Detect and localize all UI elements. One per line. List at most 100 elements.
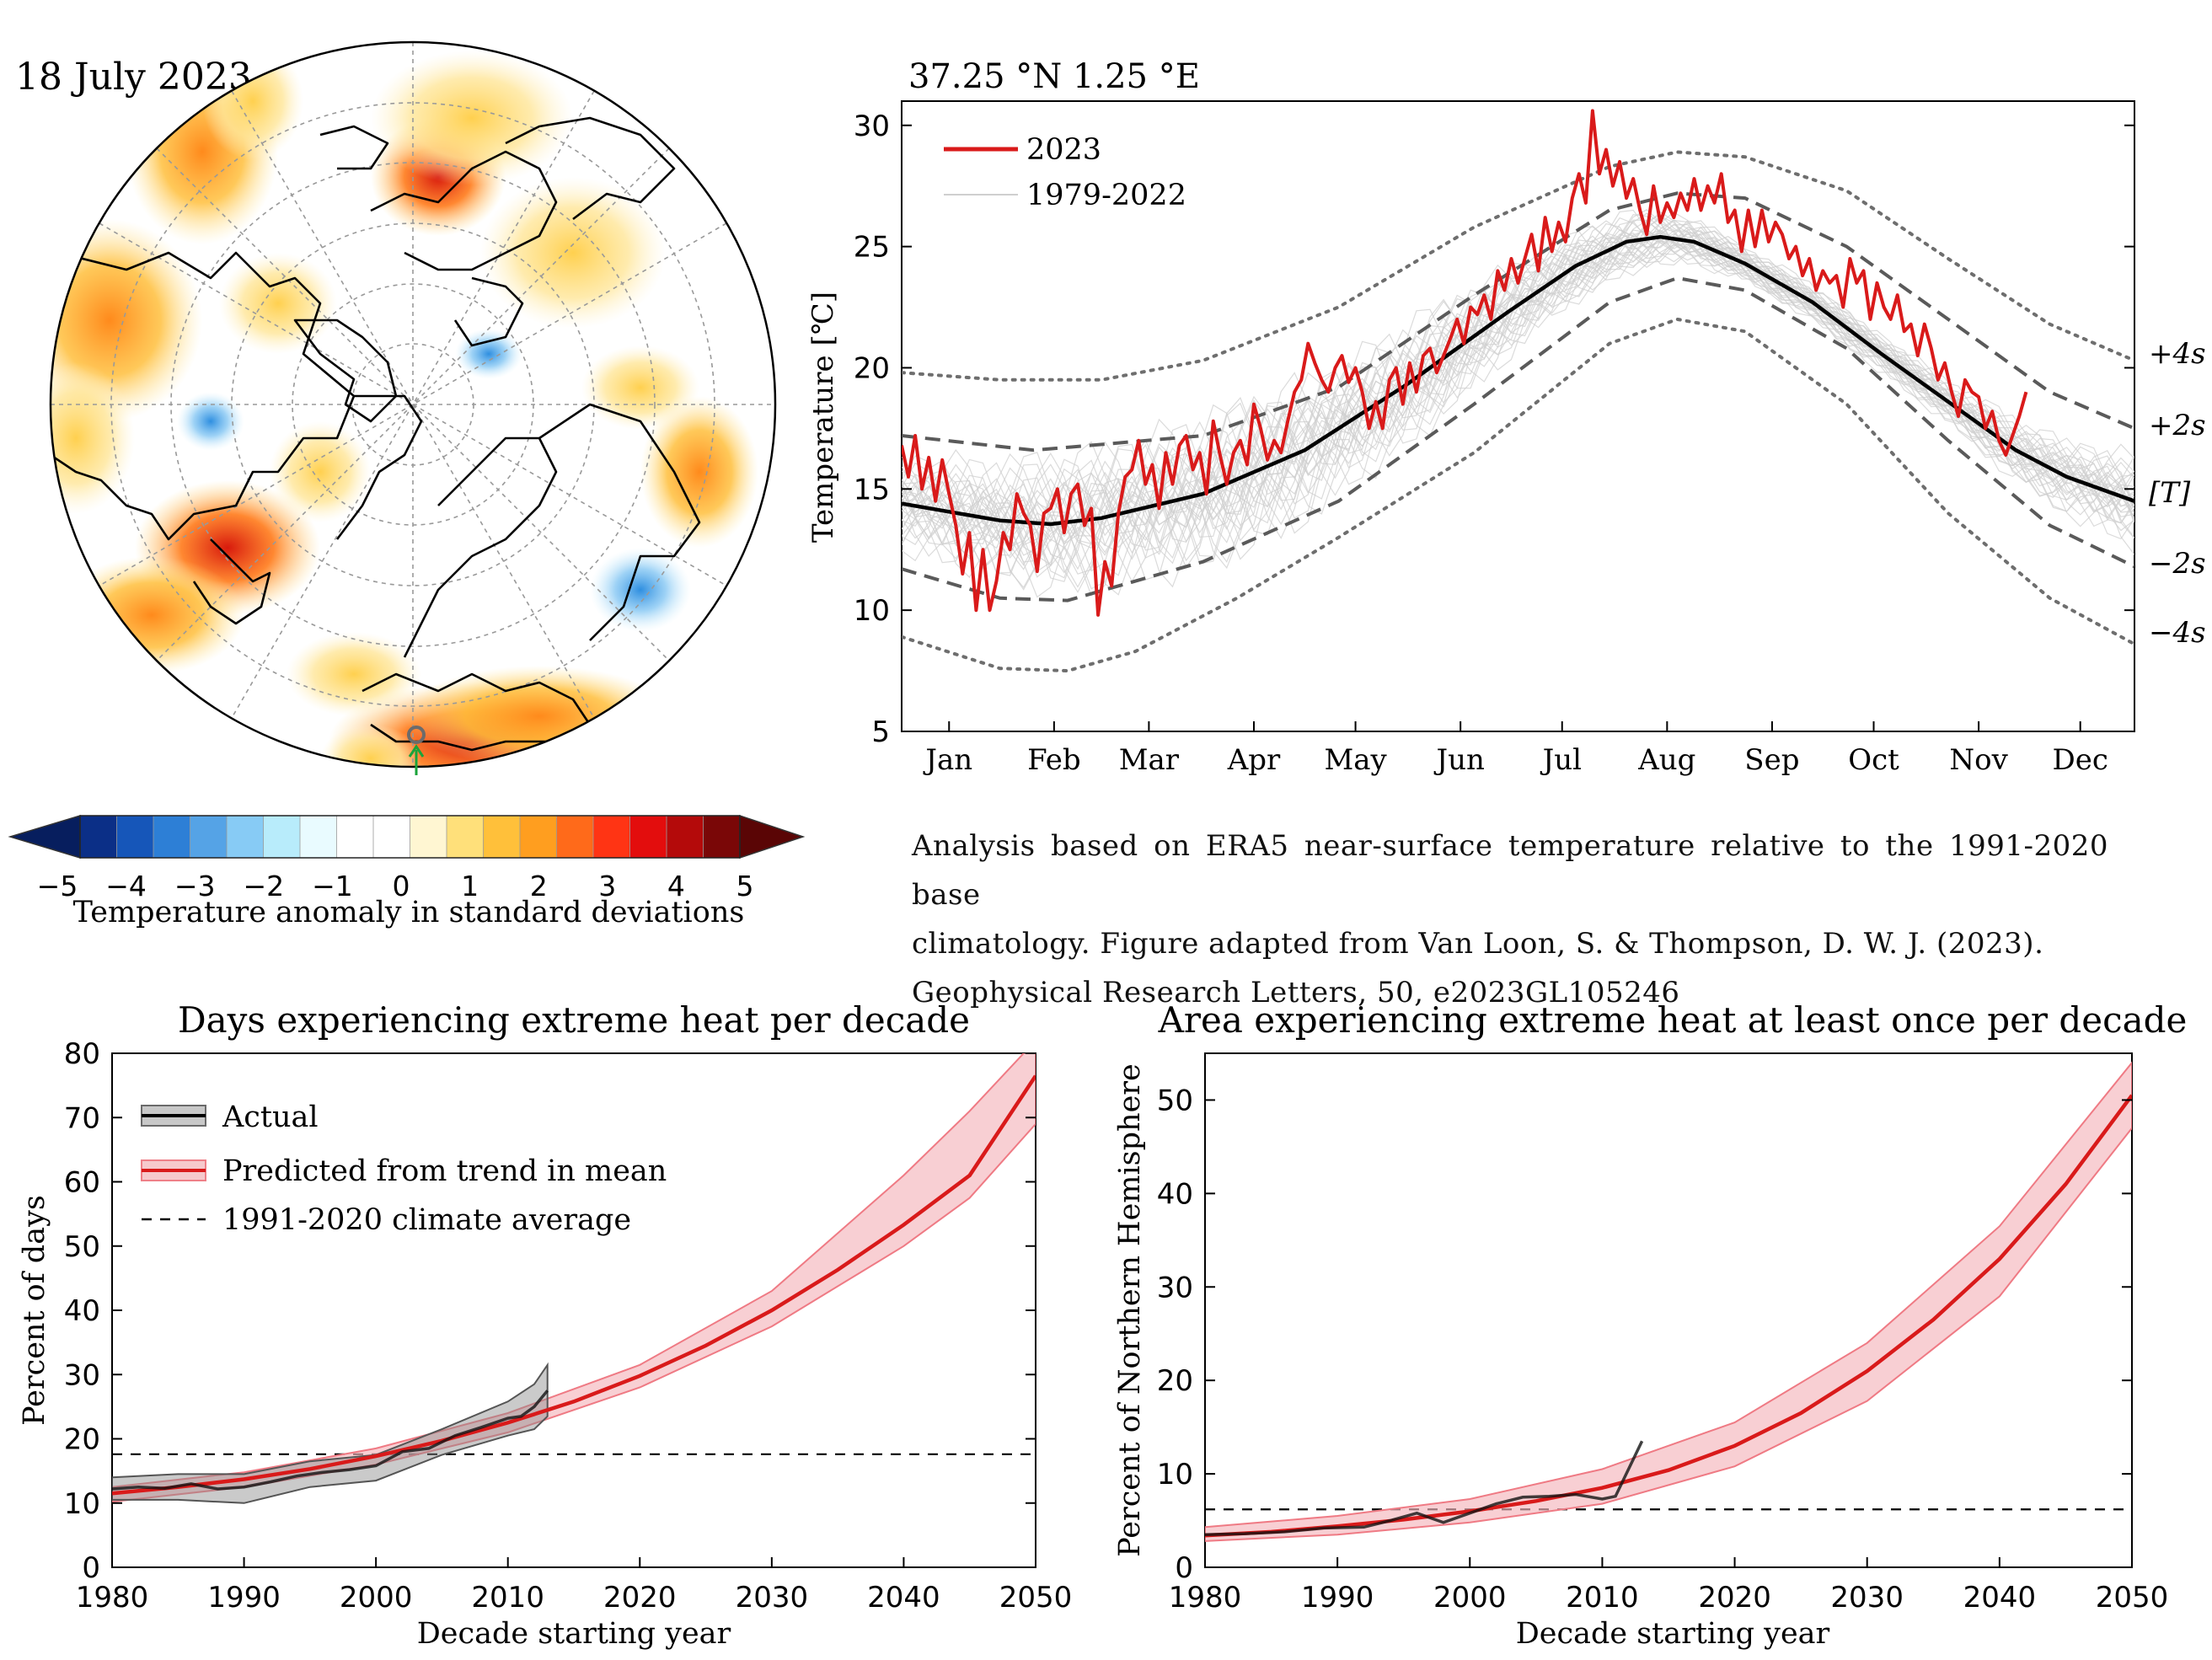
x-tick-label: Apr <box>1227 743 1281 777</box>
x-tick-label: 2030 <box>1830 1581 1904 1614</box>
colorbar-tick-label: 4 <box>667 870 685 902</box>
colorbar-arrow-high <box>739 814 806 859</box>
y-tick-label: 50 <box>1157 1084 1193 1117</box>
y-tick-label: 70 <box>64 1101 100 1135</box>
x-tick-label: 2000 <box>1433 1581 1507 1614</box>
y-tick-label: 40 <box>64 1294 100 1328</box>
x-tick-label: 2040 <box>867 1581 940 1614</box>
climatology-year-line <box>902 232 2134 596</box>
colorbar-tick-label: −1 <box>312 870 353 902</box>
climatology-year-line <box>902 226 2134 560</box>
x-tick-label: 2000 <box>340 1581 413 1614</box>
chart-title: Area experiencing extreme heat at least … <box>1158 999 2188 1041</box>
y-tick-label: 60 <box>64 1166 100 1200</box>
sd-label: −4s <box>2149 616 2206 650</box>
y-tick-label: 80 <box>64 1037 100 1071</box>
predicted-band <box>1205 1061 2132 1542</box>
colorbar-swatch <box>556 815 594 859</box>
y-tick-label: 20 <box>854 351 890 385</box>
colorbar-swatch <box>629 815 667 859</box>
y-tick-label: 30 <box>854 110 890 143</box>
colorbar-swatch <box>153 815 191 859</box>
legend: Actual Predicted from trend in mean 1991… <box>141 1100 667 1237</box>
caption-line: Analysis based on ERA5 near-surface temp… <box>912 829 2108 912</box>
days-chart: Days experiencing extreme heat per decad… <box>18 999 1072 1651</box>
colorbar-tick-label: 3 <box>598 870 616 902</box>
minus-2s-line <box>902 276 2134 602</box>
y-tick-label: 10 <box>854 594 890 628</box>
x-tick-label: 1990 <box>1301 1581 1374 1614</box>
colorbar-swatch <box>336 815 374 859</box>
x-axis-label: Decade starting year <box>417 1617 731 1651</box>
y-tick-label: 0 <box>1175 1551 1193 1585</box>
colorbar-swatch <box>116 815 154 859</box>
hemisphere-map: 18 July 2023 <box>8 40 806 929</box>
colorbar-label: Temperature anomaly in standard deviatio… <box>73 896 745 929</box>
x-tick-label: 2010 <box>1566 1581 1639 1614</box>
figure-caption: Analysis based on ERA5 near-surface temp… <box>912 822 2108 1017</box>
colorbar-swatch <box>666 815 704 859</box>
colorbar-tick-label: 2 <box>530 870 548 902</box>
y-tick-label: 20 <box>1157 1364 1193 1398</box>
x-tick-label: 2040 <box>1963 1581 2037 1614</box>
axes: 5 10 15 20 25 30 Jan Feb Mar Apr May Jun Jul Aug Sep Oc… <box>854 110 2206 777</box>
graticule <box>51 42 775 767</box>
location-marker <box>407 726 426 775</box>
colorbar-ticks: −5 −4 −3 −2 −1 0 1 2 3 4 5 <box>37 870 754 902</box>
mean-line <box>902 234 2134 527</box>
colorbar-swatch <box>372 815 411 859</box>
caption-line: Geophysical Research Letters, 50, e2023G… <box>912 976 1680 1009</box>
sd-label: +2s <box>2149 409 2206 442</box>
colorbar-tick-label: −4 <box>105 870 147 902</box>
colorbar-swatch <box>299 815 338 859</box>
x-tick-label: Jun <box>1433 743 1484 777</box>
x-tick-label: Jul <box>1540 743 1582 777</box>
x-axis-label: Decade starting year <box>1516 1617 1830 1651</box>
colorbar-swatch <box>483 815 521 859</box>
predicted-line <box>1205 1094 2132 1538</box>
colorbar-swatch <box>410 815 447 859</box>
x-tick-label: Jan <box>923 743 972 777</box>
colorbar-tick-label: −3 <box>174 870 216 902</box>
series-2023-line <box>902 109 2028 617</box>
x-tick-label: 2020 <box>1698 1581 1771 1614</box>
climatology-year-line <box>902 212 2134 566</box>
series-2023 <box>902 109 2028 617</box>
minus-4s-line <box>902 317 2134 673</box>
sd-label: −2s <box>2149 547 2206 581</box>
colorbar-swatch <box>190 815 228 859</box>
colorbar-swatch <box>446 815 485 859</box>
colorbar <box>8 814 806 859</box>
x-tick-label: 2020 <box>603 1581 677 1614</box>
x-tick-label: 1980 <box>1169 1581 1242 1614</box>
colorbar-swatch <box>263 815 301 859</box>
y-tick-label: 0 <box>82 1551 100 1585</box>
chart-title: 37.25 °N 1.25 °E <box>908 57 1200 96</box>
plus-2s-line <box>902 191 2134 452</box>
colorbar-frame <box>79 815 741 859</box>
x-tick-label: Dec <box>2052 743 2108 777</box>
colorbar-tick-label: 5 <box>736 870 754 902</box>
x-tick-label: Feb <box>1027 743 1081 777</box>
coastlines <box>51 116 701 752</box>
x-tick-label: 2010 <box>471 1581 544 1614</box>
legend-entry-actual: Actual <box>222 1100 319 1134</box>
x-tick-label: May <box>1324 743 1387 777</box>
map-border <box>49 40 777 768</box>
legend-entry-climate-average: 1991-2020 climate average <box>222 1203 631 1237</box>
colorbar-tick-label: −2 <box>243 870 284 902</box>
y-tick-label: 5 <box>871 715 890 749</box>
x-tick-label: 2050 <box>999 1581 1073 1614</box>
y-tick-label: 25 <box>854 231 890 265</box>
x-tick-label: 1980 <box>76 1581 149 1614</box>
plot-area <box>901 100 2135 732</box>
y-tick-label: 20 <box>64 1423 100 1457</box>
colorbar-swatch <box>703 815 741 859</box>
sd-label: [T] <box>2149 476 2191 510</box>
climatology-year-line <box>902 214 2134 556</box>
y-tick-label: 10 <box>1157 1458 1193 1491</box>
y-tick-label: 30 <box>64 1358 100 1392</box>
colorbar-swatch <box>592 815 631 859</box>
